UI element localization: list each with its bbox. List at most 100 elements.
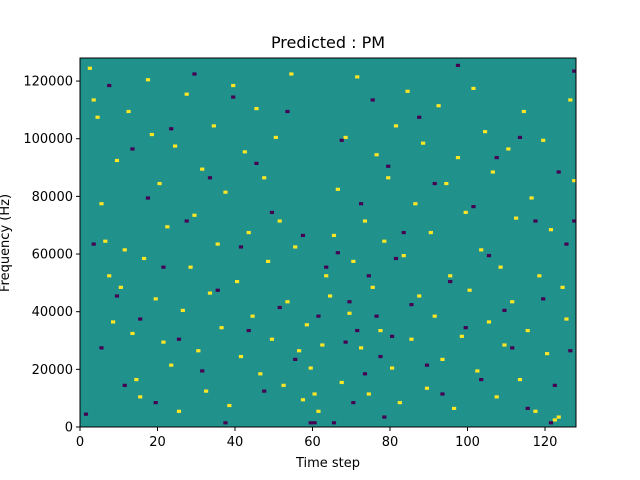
heatmap-cell-high: [428, 230, 433, 235]
heatmap-cell-high: [138, 395, 143, 399]
heatmap-cell-low: [339, 138, 344, 142]
heatmap-cell-high: [366, 392, 371, 396]
heatmap-cell-high: [231, 83, 236, 88]
heatmap-cell-high: [552, 418, 557, 422]
heatmap-cell-high: [304, 323, 309, 327]
heatmap-cell-high: [293, 245, 298, 249]
heatmap-cell-low: [269, 210, 275, 214]
heatmap-cell-low: [556, 170, 561, 174]
heatmap-cell-high: [517, 377, 523, 382]
heatmap-cell-low: [548, 421, 554, 425]
chart-title: Predicted : PM: [271, 33, 385, 52]
heatmap-cell-low: [114, 294, 120, 298]
y-tick-label: 80000: [32, 190, 73, 205]
heatmap-cell-high: [378, 328, 383, 333]
heatmap-cell-high: [130, 331, 135, 336]
heatmap-cell-low: [335, 251, 340, 255]
y-tick-label: 0: [65, 421, 73, 436]
heatmap-cell-low: [366, 274, 371, 278]
heatmap-cell-high: [161, 340, 166, 344]
heatmap-cell-high: [254, 107, 259, 111]
heatmap-cell-high: [262, 176, 267, 180]
heatmap-cell-low: [471, 205, 476, 209]
x-tick-label: 40: [227, 435, 244, 450]
heatmap-cell-low: [362, 372, 368, 376]
heatmap-cell-low: [401, 230, 406, 235]
heatmap-cell-low: [541, 297, 546, 301]
heatmap-cell-low: [83, 412, 89, 416]
heatmap-cell-high: [397, 401, 402, 405]
heatmap-cell-high: [405, 89, 410, 93]
heatmap-cell-low: [254, 161, 259, 165]
heatmap-cell-high: [258, 372, 263, 376]
y-tick-label: 20000: [32, 363, 73, 378]
plot-frame: [79, 57, 577, 428]
heatmap-cell-high: [153, 297, 158, 301]
heatmap-cell-high: [176, 409, 182, 413]
heatmap-cell-high: [483, 130, 488, 134]
heatmap-cell-high: [355, 75, 360, 79]
heatmap-cell-low: [455, 63, 461, 67]
heatmap-cell-low: [153, 401, 158, 405]
heatmap-cell-high: [359, 346, 364, 350]
heatmap-cell-high: [188, 265, 193, 269]
heatmap-cell-high: [541, 138, 546, 142]
heatmap-cell-high: [145, 78, 151, 82]
heatmap-cell-low: [417, 115, 422, 119]
heatmap-cell-high: [192, 213, 197, 217]
heatmap-cell-low: [370, 98, 375, 102]
heatmap-cell-high: [568, 98, 573, 102]
heatmap-cell-high: [525, 328, 530, 333]
x-axis-title: Time step: [295, 456, 360, 471]
heatmap-cell-high: [122, 248, 127, 252]
heatmap-cell-low: [494, 156, 499, 160]
heatmap-cell-high: [463, 210, 468, 214]
heatmap-cell-low: [564, 242, 569, 246]
heatmap-cell-high: [417, 294, 422, 298]
heatmap-cell-low: [409, 303, 414, 307]
heatmap-cell-high: [413, 202, 418, 206]
heatmap-cell-high: [382, 239, 387, 243]
y-tick-label: 60000: [32, 248, 73, 263]
heatmap-cell-high: [238, 354, 244, 359]
heatmap-cell-low: [207, 176, 213, 180]
heatmap-cell-high: [393, 124, 399, 128]
heatmap-cell-high: [266, 259, 271, 263]
heatmap-cell-high: [300, 398, 306, 402]
heatmap-cell-low: [145, 196, 151, 200]
heatmap-cell-high: [494, 395, 499, 399]
heatmap-cell-high: [227, 403, 232, 408]
heatmap-cell-high: [107, 274, 112, 278]
heatmap-cell-high: [215, 242, 220, 246]
heatmap-cell-high: [269, 337, 275, 341]
heatmap-cell-high: [328, 294, 333, 298]
heatmap-cell-high: [207, 291, 213, 295]
heatmap-cell-high: [564, 317, 569, 321]
heatmap-cell-low: [300, 233, 306, 238]
heatmap-cell-low: [525, 406, 530, 410]
heatmap-cell-high: [467, 288, 472, 292]
heatmap-cell-high: [479, 248, 484, 252]
heatmap-cell-high: [308, 366, 313, 370]
heatmap-cell-low: [130, 147, 135, 151]
heatmap-cell-low: [463, 326, 468, 330]
x-tick-label: 120: [533, 435, 558, 450]
heatmap-cell-low: [479, 377, 484, 382]
heatmap-cell-low: [176, 337, 182, 341]
heatmap-cell-low: [448, 279, 453, 284]
heatmap-cell-low: [393, 256, 399, 261]
heatmap-cell-low: [331, 421, 337, 425]
plot-area: [79, 57, 577, 428]
heatmap-cell-low: [572, 219, 577, 223]
heatmap-cell-low: [312, 421, 317, 425]
heatmap-cell-high: [134, 377, 139, 382]
heatmap-cell-high: [111, 320, 116, 324]
heatmap-cell-low: [374, 314, 379, 318]
heatmap-cell-low: [262, 389, 267, 393]
heatmap-cell-high: [401, 254, 406, 258]
heatmap-cell-high: [118, 285, 123, 289]
heatmap-cell-high: [343, 135, 348, 140]
heatmap-cell-low: [568, 349, 573, 353]
x-axis: 0 20 40 60 80 100 120: [76, 427, 558, 450]
